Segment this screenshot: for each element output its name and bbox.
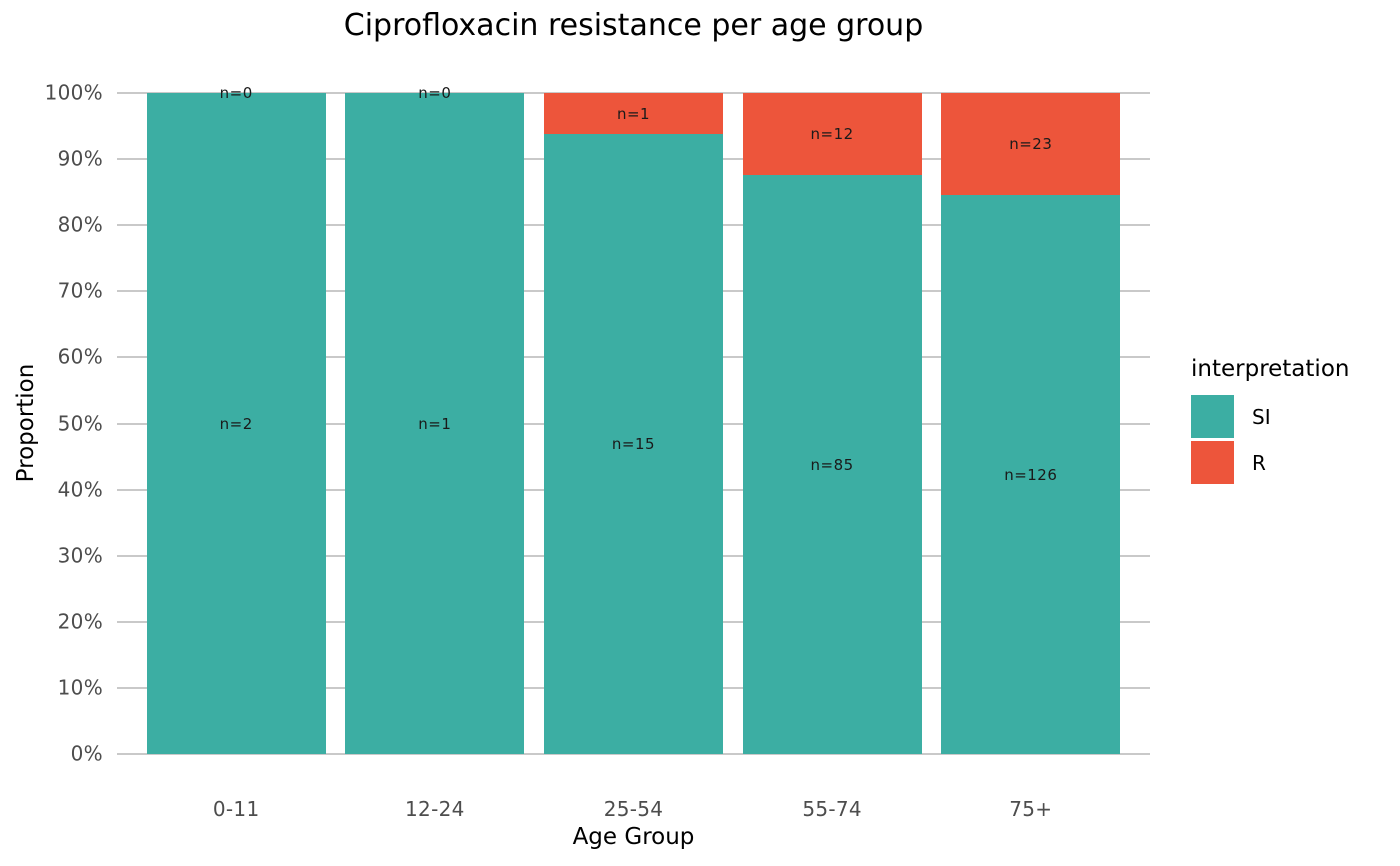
y-tick-label-20%: 20% xyxy=(57,609,103,634)
legend-title: interpretation xyxy=(1191,356,1350,382)
bar-count-label-si-0-11: n=2 xyxy=(219,414,253,433)
gridline-0% xyxy=(117,753,1150,755)
bar-segment-r-25-54 xyxy=(544,93,723,134)
bar-12-24 xyxy=(345,93,524,754)
bar-count-label-r-12-24: n=0 xyxy=(418,84,452,102)
bar-count-label-si-25-54: n=15 xyxy=(611,435,656,453)
legend-label-si: SI xyxy=(1252,404,1271,429)
x-tick-label-75+: 75+ xyxy=(1009,797,1053,821)
y-tick-label-90%: 90% xyxy=(57,146,103,171)
x-tick-label-0-11: 0-11 xyxy=(212,797,260,821)
bar-count-label-r-75+: n=23 xyxy=(1009,135,1053,153)
bar-count-label-r-0-11: n=0 xyxy=(219,84,253,102)
legend-swatch-r xyxy=(1191,441,1234,484)
legend-item-r: R xyxy=(1191,441,1349,484)
x-tick-label-12-24: 12-24 xyxy=(405,797,465,821)
bar-count-label-si-55-74: n=85 xyxy=(810,455,854,474)
bar-segment-si-75+ xyxy=(941,195,1120,754)
y-tick-label-50%: 50% xyxy=(57,411,103,436)
bar-segment-r-75+ xyxy=(941,93,1120,195)
plot-panel: n=0 n=2 n=0 n=1 n=1 n=15 n=12 n=85 n=23 n=126 xyxy=(117,84,1150,755)
y-tick-label-30%: 30% xyxy=(57,543,103,568)
bar-count-label-r-55-74: n=12 xyxy=(810,125,854,143)
bar-75+ xyxy=(941,93,1120,754)
bar-25-54 xyxy=(544,93,723,754)
chart-title: Ciprofloxacin resistance per age group xyxy=(343,8,924,43)
legend-swatch-si xyxy=(1191,395,1234,438)
x-axis-title: Age Group xyxy=(572,824,695,850)
y-tick-label-80%: 80% xyxy=(57,212,103,237)
bar-count-label-si-75+: n=126 xyxy=(1004,465,1058,484)
legend-item-si: SI xyxy=(1191,395,1349,438)
bar-segment-si-55-74 xyxy=(743,175,922,754)
bar-segment-si-0-11 xyxy=(147,93,326,754)
bar-55-74 xyxy=(743,93,922,754)
legend-label-r: R xyxy=(1252,450,1266,475)
y-tick-label-60%: 60% xyxy=(57,344,103,369)
bar-segment-si-25-54 xyxy=(544,134,723,754)
y-tick-label-10%: 10% xyxy=(57,675,103,700)
y-tick-label-0%: 0% xyxy=(70,741,103,766)
x-tick-label-25-54: 25-54 xyxy=(603,797,664,821)
bar-segment-si-12-24 xyxy=(345,93,524,754)
bar-segment-r-55-74 xyxy=(743,93,922,175)
legend: interpretation SI R xyxy=(1191,356,1349,487)
y-tick-label-40%: 40% xyxy=(57,477,103,502)
x-tick-label-55-74: 55-74 xyxy=(802,797,862,821)
bar-count-label-r-25-54: n=1 xyxy=(616,104,651,123)
y-tick-label-100%: 100% xyxy=(44,80,103,105)
bar-0-11 xyxy=(147,93,326,754)
y-tick-label-70%: 70% xyxy=(57,278,103,303)
bar-count-label-si-12-24: n=1 xyxy=(418,414,452,433)
